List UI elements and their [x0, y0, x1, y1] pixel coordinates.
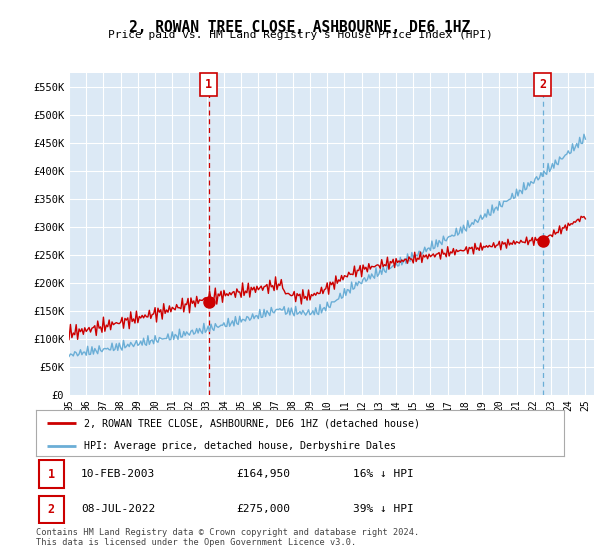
- Text: Contains HM Land Registry data © Crown copyright and database right 2024.
This d: Contains HM Land Registry data © Crown c…: [36, 528, 419, 547]
- Text: 10-FEB-2003: 10-FEB-2003: [81, 469, 155, 479]
- Text: 2: 2: [48, 503, 55, 516]
- Text: £275,000: £275,000: [236, 505, 290, 515]
- Text: 08-JUL-2022: 08-JUL-2022: [81, 505, 155, 515]
- Text: Price paid vs. HM Land Registry's House Price Index (HPI): Price paid vs. HM Land Registry's House …: [107, 30, 493, 40]
- FancyBboxPatch shape: [38, 460, 64, 488]
- Text: 2, ROWAN TREE CLOSE, ASHBOURNE, DE6 1HZ: 2, ROWAN TREE CLOSE, ASHBOURNE, DE6 1HZ: [130, 20, 470, 35]
- Text: 1: 1: [48, 468, 55, 480]
- Text: 2: 2: [539, 78, 547, 91]
- FancyBboxPatch shape: [535, 73, 551, 96]
- Text: £164,950: £164,950: [236, 469, 290, 479]
- Text: 39% ↓ HPI: 39% ↓ HPI: [353, 505, 413, 515]
- Text: 16% ↓ HPI: 16% ↓ HPI: [353, 469, 413, 479]
- FancyBboxPatch shape: [38, 496, 64, 523]
- Text: 1: 1: [205, 78, 212, 91]
- FancyBboxPatch shape: [200, 73, 217, 96]
- Text: HPI: Average price, detached house, Derbyshire Dales: HPI: Average price, detached house, Derb…: [83, 441, 395, 451]
- Text: 2, ROWAN TREE CLOSE, ASHBOURNE, DE6 1HZ (detached house): 2, ROWAN TREE CLOSE, ASHBOURNE, DE6 1HZ …: [83, 418, 419, 428]
